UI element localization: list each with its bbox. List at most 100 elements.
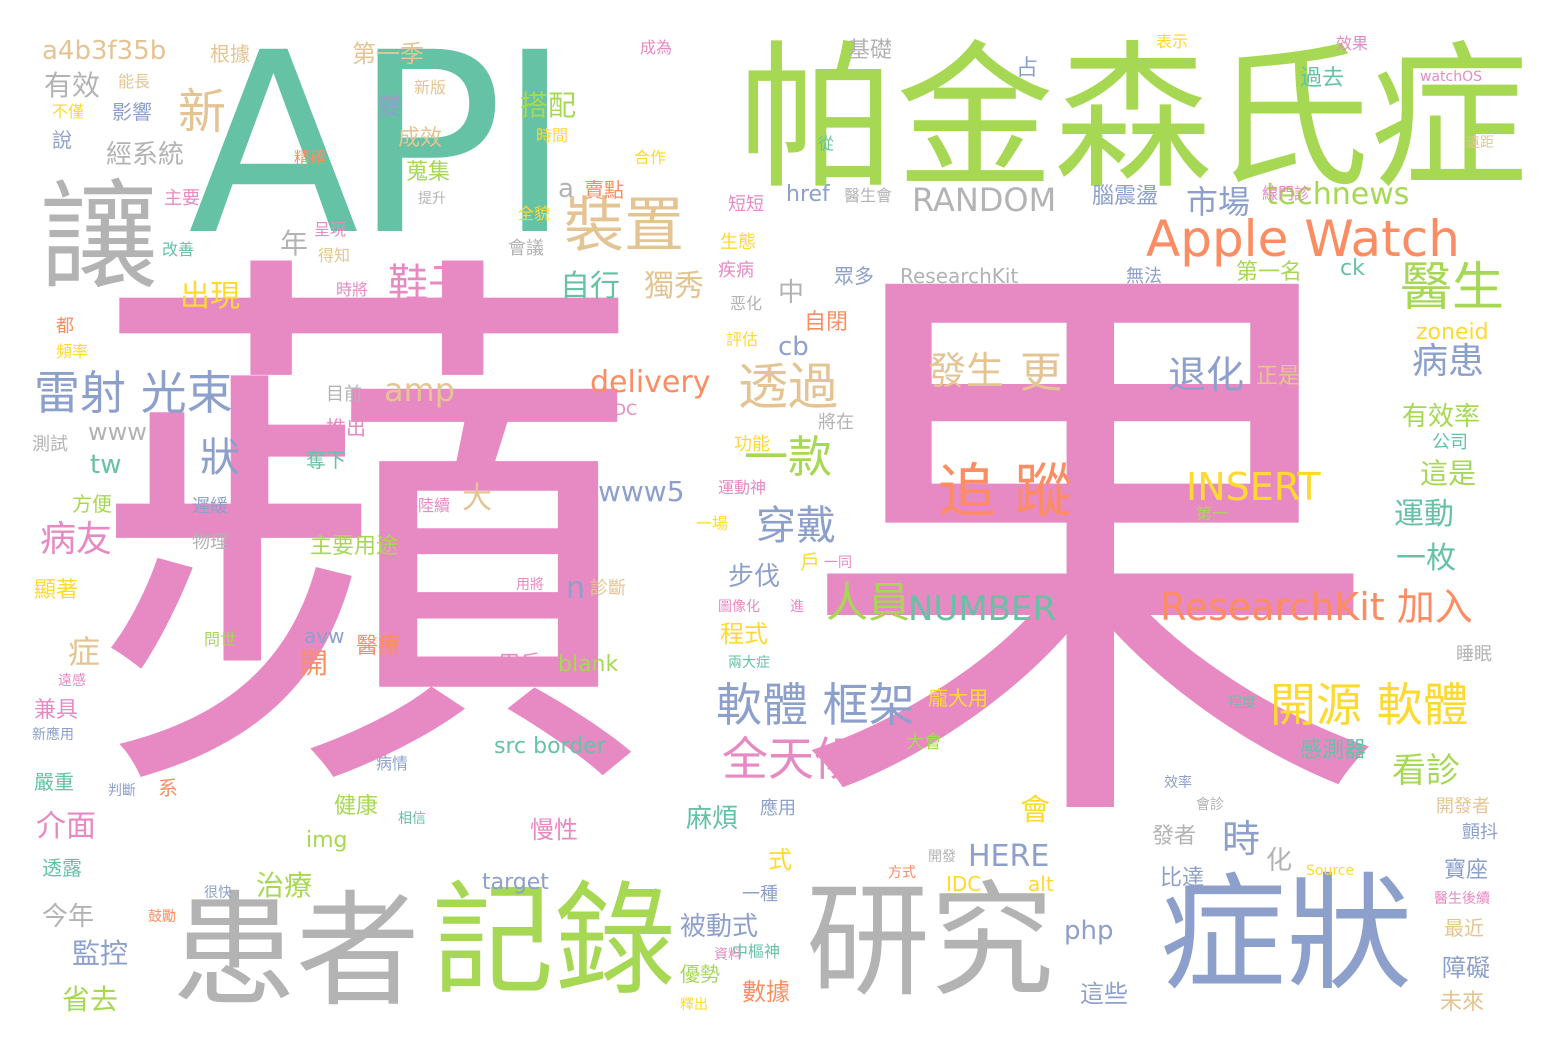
word-cloud-word: 頻率	[56, 342, 89, 361]
word-cloud-word: amp	[384, 371, 456, 409]
word-cloud-word: 將陸續	[402, 496, 451, 515]
word-cloud-word: blank	[558, 652, 619, 677]
word-cloud-word: 表示	[1156, 32, 1189, 51]
word-cloud-word: 數據	[742, 978, 790, 1006]
word-cloud-word: n	[566, 571, 586, 606]
word-cloud-word: 目前	[326, 384, 362, 405]
word-cloud-word: 新版	[414, 78, 447, 97]
word-cloud-word: technews	[1266, 177, 1410, 212]
word-cloud-word: 兼具	[34, 698, 79, 723]
word-cloud-word: RANDOM	[912, 181, 1057, 219]
word-cloud-word: 顯著	[34, 578, 79, 603]
word-cloud-word: 搭配	[520, 89, 577, 122]
word-cloud-word: 說	[52, 128, 72, 152]
word-cloud-word: 病患	[1412, 341, 1485, 382]
word-cloud-word: 一枚	[1396, 541, 1456, 576]
word-cloud-word: 治療	[256, 869, 313, 902]
word-cloud-word: 龐大用	[928, 686, 988, 710]
word-cloud-word: 物理	[192, 532, 228, 553]
word-cloud-word: 兩大症	[728, 655, 770, 671]
word-cloud-word: 都	[56, 316, 74, 337]
word-cloud-word: alt	[1028, 872, 1054, 896]
word-cloud-word: 醫生	[1400, 258, 1505, 318]
word-cloud-word: 透露	[42, 856, 82, 880]
word-cloud-word: NUMBER	[908, 589, 1057, 629]
word-cloud-word: 從	[818, 134, 835, 153]
word-cloud-word: 第一	[1196, 504, 1229, 523]
word-cloud-word: 主要用途	[310, 534, 399, 559]
word-cloud-word: 時間	[536, 126, 569, 145]
word-cloud-word: 程度	[1228, 695, 1256, 711]
word-cloud-word: 變	[378, 92, 402, 120]
word-cloud-word: 線門診	[1262, 184, 1311, 203]
word-cloud-word: 今年	[42, 902, 95, 932]
word-cloud-word: 判斷	[108, 783, 136, 799]
word-cloud-word: 發生	[928, 349, 1005, 393]
word-cloud-word: 經系統	[106, 140, 185, 170]
word-cloud-word: 麻煩	[686, 804, 739, 834]
word-cloud-word: 開	[300, 647, 329, 680]
word-cloud-word: 被動式	[680, 912, 759, 942]
word-cloud-word: 進	[790, 599, 804, 615]
word-cloud-word: 中樞神	[732, 942, 781, 961]
word-cloud-word: cb	[778, 332, 809, 362]
word-cloud-word: www5	[598, 475, 685, 508]
word-cloud-word: 遲緩	[192, 496, 228, 517]
word-cloud-word: 顫抖	[1462, 822, 1498, 843]
word-cloud-word: 過去	[1300, 66, 1345, 91]
word-cloud-word: 眾多	[834, 264, 874, 288]
word-cloud-word: 奪下	[306, 448, 346, 472]
word-cloud-word: 戶	[800, 550, 820, 574]
word-cloud-word: php	[1064, 916, 1114, 946]
word-cloud-word: 記錄	[432, 870, 676, 1012]
word-cloud-word: avw	[304, 624, 345, 648]
word-cloud-word: 無法	[1126, 266, 1162, 287]
word-cloud-word: 障礙	[1442, 954, 1490, 982]
word-cloud-word: 化	[1266, 846, 1293, 876]
word-cloud-word: 基礎	[848, 38, 893, 63]
word-cloud-word: INSERT	[1186, 465, 1321, 509]
word-cloud-word: 用將	[516, 577, 544, 593]
word-cloud-word: 遠距	[1466, 135, 1494, 151]
word-cloud-word: Apple Watch	[1146, 210, 1460, 268]
word-cloud-word: 最近	[1444, 916, 1484, 940]
word-cloud-word: 全天候	[722, 732, 860, 786]
word-cloud-word: ck	[1340, 256, 1365, 281]
word-cloud-word: 穿戴	[756, 503, 836, 549]
word-cloud-word: 精確	[294, 148, 327, 167]
word-cloud-word: 軟體 框架	[716, 678, 915, 732]
word-cloud-word: 改善	[162, 240, 195, 259]
word-cloud-word: 占	[1016, 56, 1039, 81]
word-cloud-word: 更	[1020, 348, 1063, 397]
word-cloud-word: 開發者	[1436, 796, 1490, 817]
word-cloud-word: HERE	[968, 839, 1050, 874]
word-cloud-word: 裝置	[564, 191, 684, 261]
word-cloud-word: 患者	[172, 880, 421, 1024]
word-cloud-word: Source	[1306, 863, 1355, 879]
word-cloud-word: 雷射 光束	[34, 366, 233, 420]
word-cloud-word: target	[482, 870, 549, 895]
word-cloud-word: 醫療	[356, 634, 401, 659]
word-cloud-word: 成為	[640, 38, 673, 57]
word-cloud-word: 市場	[1186, 183, 1251, 221]
word-cloud-word: 讓	[40, 168, 159, 306]
word-cloud-word: 開發	[928, 849, 956, 865]
word-cloud-word: 自行	[560, 269, 620, 304]
word-cloud-word: 第一季	[352, 40, 424, 68]
word-cloud-word: img	[306, 828, 348, 853]
word-cloud-word: 效率	[1164, 775, 1192, 791]
word-cloud-word: 問世	[204, 630, 237, 649]
word-cloud-word: tw	[90, 450, 122, 480]
word-cloud-word: 大會	[906, 732, 942, 753]
word-cloud-word: 中	[778, 278, 805, 308]
word-cloud-word: 測試	[32, 434, 68, 455]
word-cloud-word: 監控	[72, 937, 129, 970]
word-cloud-word: 相信	[398, 811, 426, 827]
word-cloud-word: 腦震盪	[1092, 184, 1159, 209]
word-cloud-word: 診斷	[590, 578, 626, 599]
word-cloud-word: 看診	[1392, 751, 1460, 791]
word-cloud-word: 發者	[1152, 824, 1197, 849]
word-cloud-word: 呈現	[314, 220, 347, 239]
word-cloud-word: 新應用	[32, 727, 74, 743]
